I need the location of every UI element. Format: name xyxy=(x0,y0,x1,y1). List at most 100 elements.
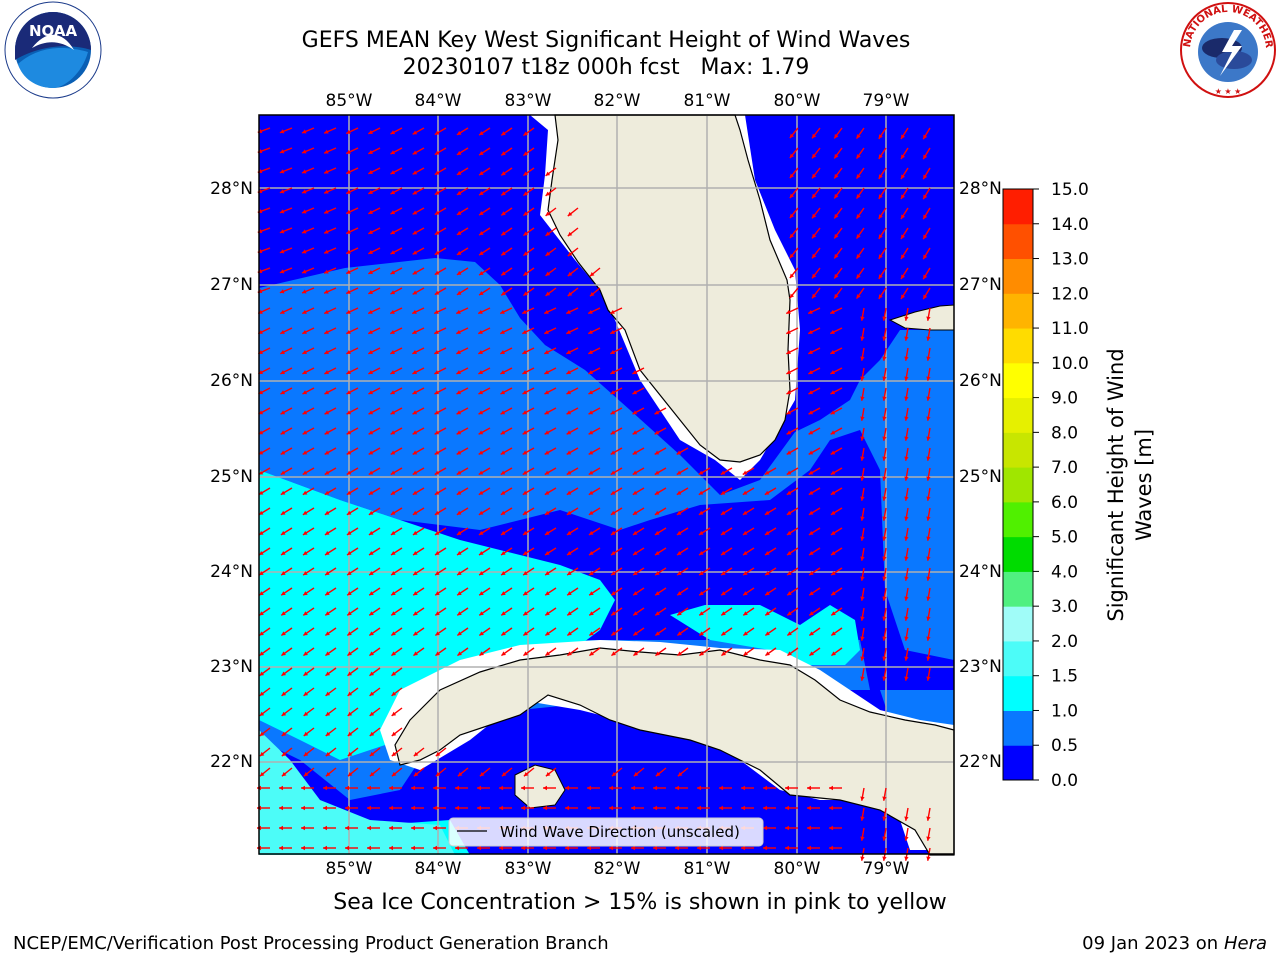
wave-arrow-head xyxy=(479,271,484,276)
wave-arrow-head xyxy=(926,456,931,461)
wave-arrow-head xyxy=(610,430,616,435)
wave-arrow-head xyxy=(926,636,931,641)
lat-left-label: 24°N xyxy=(210,562,253,582)
wave-arrow-head xyxy=(259,591,264,596)
wave-arrow-head xyxy=(926,556,931,561)
wave-arrow-head xyxy=(567,291,573,297)
wave-arrow-head xyxy=(346,309,351,314)
wave-arrow-head xyxy=(411,805,415,811)
wave-arrow-head xyxy=(786,470,792,475)
wave-arrow-head xyxy=(719,785,723,791)
wave-arrow-head xyxy=(809,611,814,616)
wave-arrow-head xyxy=(856,134,861,139)
wave-arrow-head xyxy=(587,845,591,851)
wave-arrow-head xyxy=(789,273,795,279)
wave-arrow-head xyxy=(434,430,440,435)
wave-arrow-head xyxy=(390,309,395,314)
wave-arrow-head xyxy=(391,671,397,676)
wave-arrow-head xyxy=(901,234,906,239)
wave-arrow-head xyxy=(904,476,909,481)
wave-arrow-head xyxy=(856,274,861,279)
wave-arrow-head xyxy=(522,329,527,334)
wave-arrow-head xyxy=(567,271,573,277)
wave-arrow-head xyxy=(324,530,330,535)
wave-arrow-head xyxy=(390,410,396,415)
colorbar-tick-label: 7.0 xyxy=(1051,458,1078,478)
wave-arrow-head xyxy=(368,230,373,234)
wave-arrow-head xyxy=(610,309,615,314)
wave-arrow-head xyxy=(434,250,440,255)
wave-arrow-head xyxy=(390,190,396,195)
wave-arrow-head xyxy=(391,611,396,616)
wave-arrow-head xyxy=(456,329,461,334)
wave-arrow-head xyxy=(457,771,463,777)
wave-arrow-head xyxy=(478,490,484,495)
wave-arrow-head xyxy=(501,291,506,296)
wave-arrow-head xyxy=(412,450,418,455)
wave-arrow-head xyxy=(281,631,286,636)
wave-arrow-head xyxy=(391,711,397,716)
wave-arrow-head xyxy=(435,771,441,777)
wave-arrow-head xyxy=(479,291,484,296)
colorbar-title: Significant Height of Wind Waves [m] xyxy=(1104,348,1156,621)
wave-arrow-head xyxy=(565,845,569,851)
wave-arrow-head xyxy=(566,430,572,435)
wave-arrow-head xyxy=(588,309,593,314)
wave-arrow-head xyxy=(860,316,865,321)
wave-arrow-head xyxy=(301,825,305,831)
wave-arrow-head xyxy=(567,211,573,217)
wave-arrow-head xyxy=(368,470,374,475)
wave-arrow-head xyxy=(812,233,817,239)
wave-arrow-head xyxy=(786,450,792,455)
wave-arrow-head xyxy=(834,133,839,139)
wave-arrow-head xyxy=(281,671,287,676)
wave-arrow-head xyxy=(500,470,506,475)
wave-arrow-head xyxy=(720,510,726,515)
wave-arrow-head xyxy=(391,550,396,555)
wave-arrow-head xyxy=(259,771,265,777)
wave-arrow-head xyxy=(369,631,374,636)
wave-arrow-head xyxy=(346,149,351,154)
lon-bottom-label: 83°W xyxy=(505,859,552,879)
wave-arrow-head xyxy=(904,516,909,521)
wave-arrow-head xyxy=(456,150,462,155)
wave-arrow-head xyxy=(368,270,373,274)
wave-arrow-head xyxy=(544,490,550,495)
wave-arrow-head xyxy=(787,611,792,616)
wave-arrow-head xyxy=(391,631,396,636)
wave-arrow-head xyxy=(501,771,507,777)
colorbar-tick-label: 10.0 xyxy=(1051,354,1089,374)
wave-arrow-head xyxy=(699,611,704,616)
wave-arrow-head xyxy=(834,153,839,159)
wave-arrow-head xyxy=(611,631,616,636)
wave-arrow-head xyxy=(434,390,440,395)
wave-arrow-head xyxy=(611,651,616,656)
wave-arrow-head xyxy=(610,329,615,334)
wave-arrow-head xyxy=(567,231,573,237)
lat-left-label: 27°N xyxy=(210,275,253,295)
lon-top-label: 84°W xyxy=(415,91,462,111)
wave-arrow-head xyxy=(589,550,594,555)
wave-arrow-head xyxy=(926,836,931,841)
wave-arrow-head xyxy=(456,350,461,354)
wave-arrow-head xyxy=(302,530,308,535)
wave-arrow-head xyxy=(882,676,887,681)
wave-arrow-head xyxy=(808,350,813,354)
wave-arrow-head xyxy=(741,845,745,851)
lon-top-label: 82°W xyxy=(594,91,641,111)
wave-arrow-head xyxy=(787,571,792,576)
wave-arrow-head xyxy=(412,430,418,435)
wave-arrow-head xyxy=(522,450,528,455)
wave-arrow-head xyxy=(856,214,861,219)
wave-arrow-head xyxy=(369,671,375,676)
wave-arrow-head xyxy=(347,651,352,656)
lat-left-label: 26°N xyxy=(210,371,253,391)
wave-arrow-head xyxy=(633,771,639,777)
wave-arrow-head xyxy=(904,396,909,401)
wave-arrow-head xyxy=(676,490,682,495)
wave-arrow-head xyxy=(346,530,352,535)
wave-arrow-head xyxy=(521,845,525,851)
wave-arrow-head xyxy=(434,410,440,415)
wave-arrow-head xyxy=(412,329,417,334)
wave-arrow-head xyxy=(368,530,374,535)
